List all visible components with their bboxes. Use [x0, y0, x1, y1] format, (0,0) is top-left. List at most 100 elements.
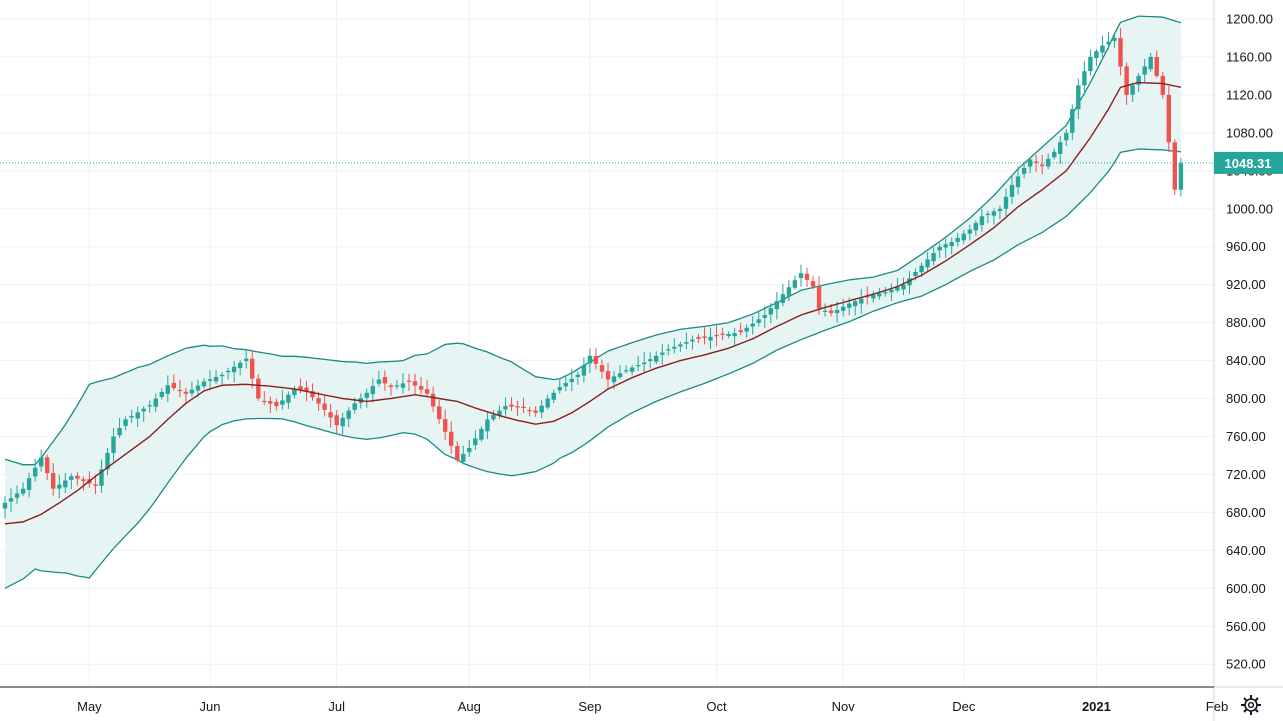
candle[interactable] [2, 496, 8, 519]
candle[interactable] [599, 359, 605, 379]
candle[interactable] [219, 372, 225, 386]
candle[interactable] [117, 418, 122, 439]
candle[interactable] [563, 376, 568, 392]
candle[interactable] [69, 473, 74, 490]
candle[interactable] [635, 356, 641, 372]
candle[interactable] [93, 474, 98, 495]
candle[interactable] [1046, 153, 1051, 170]
candle[interactable] [467, 439, 472, 457]
candlesticks[interactable] [2, 28, 1184, 519]
candle[interactable] [533, 406, 538, 417]
candle[interactable] [1118, 28, 1123, 76]
candle[interactable] [792, 275, 798, 290]
candle[interactable] [841, 298, 846, 317]
candle[interactable] [177, 379, 183, 398]
candle[interactable] [1009, 174, 1015, 205]
candle[interactable] [334, 410, 339, 434]
candle[interactable] [201, 378, 207, 389]
candle[interactable] [762, 305, 767, 328]
candle[interactable] [617, 365, 623, 380]
candle[interactable] [1003, 188, 1009, 217]
candle[interactable] [593, 348, 599, 370]
candle[interactable] [702, 326, 707, 345]
candle[interactable] [521, 397, 526, 413]
candle[interactable] [250, 349, 255, 389]
candle[interactable] [51, 462, 56, 496]
candle[interactable] [816, 276, 822, 315]
candle[interactable] [328, 403, 333, 428]
candle[interactable] [1052, 148, 1057, 160]
candle[interactable] [129, 409, 134, 424]
candle[interactable] [8, 488, 14, 512]
candle[interactable] [63, 473, 68, 494]
candle[interactable] [937, 243, 942, 259]
candle[interactable] [111, 427, 116, 462]
candle[interactable] [346, 406, 351, 428]
candle[interactable] [744, 324, 749, 338]
candle[interactable] [581, 357, 587, 383]
candle[interactable] [1148, 52, 1153, 72]
candle[interactable] [726, 331, 731, 339]
candle[interactable] [738, 322, 743, 336]
candle[interactable] [183, 387, 189, 404]
candle[interactable] [461, 445, 466, 465]
candle[interactable] [213, 369, 219, 384]
candle[interactable] [883, 286, 888, 297]
candle[interactable] [364, 388, 369, 408]
candle[interactable] [859, 288, 864, 314]
candle[interactable] [424, 379, 430, 397]
candle[interactable] [889, 283, 894, 302]
candle[interactable] [135, 406, 140, 428]
candle[interactable] [292, 385, 297, 399]
candle[interactable] [756, 310, 761, 327]
candle[interactable] [587, 348, 593, 373]
candle[interactable] [479, 426, 484, 442]
candle[interactable] [406, 373, 412, 391]
candle[interactable] [871, 291, 876, 303]
candle[interactable] [1076, 78, 1081, 119]
candle[interactable] [696, 333, 701, 344]
candle[interactable] [1112, 34, 1117, 48]
candle[interactable] [798, 264, 804, 287]
candle[interactable] [123, 416, 128, 431]
candle[interactable] [967, 224, 972, 241]
candle[interactable] [678, 341, 683, 352]
candle[interactable] [768, 303, 773, 324]
candle[interactable] [382, 370, 388, 391]
y-axis-labels[interactable]: 520.00 560.00 600.00 640.00 680.00 720.00 760.… [1226, 12, 1273, 672]
candle[interactable] [1033, 154, 1039, 173]
candle[interactable] [684, 332, 689, 350]
candle[interactable] [322, 395, 327, 417]
candle[interactable] [515, 400, 520, 416]
candle[interactable] [207, 370, 213, 391]
candle[interactable] [714, 325, 719, 347]
candle[interactable] [708, 327, 713, 350]
candle[interactable] [1106, 31, 1111, 50]
candle[interactable] [238, 360, 243, 376]
candle[interactable] [949, 237, 954, 255]
candle[interactable] [388, 383, 394, 396]
candle[interactable] [141, 406, 146, 422]
candle[interactable] [455, 441, 460, 463]
candle[interactable] [286, 391, 291, 409]
candle[interactable] [195, 379, 201, 398]
candle[interactable] [907, 271, 912, 294]
candle[interactable] [430, 386, 436, 412]
candle[interactable] [26, 472, 32, 498]
candle[interactable] [491, 410, 496, 422]
candle[interactable] [1082, 61, 1087, 96]
candle[interactable] [497, 405, 502, 419]
candle[interactable] [437, 399, 442, 424]
candle[interactable] [551, 389, 556, 404]
candle[interactable] [33, 458, 38, 482]
candle[interactable] [57, 474, 62, 499]
candle[interactable] [810, 276, 816, 290]
candle[interactable] [1154, 50, 1159, 78]
candle[interactable] [1172, 139, 1177, 195]
candle[interactable] [623, 365, 629, 374]
candle[interactable] [1040, 154, 1045, 175]
candle[interactable] [545, 394, 550, 410]
candle[interactable] [159, 388, 164, 400]
candle[interactable] [1058, 136, 1063, 164]
candle[interactable] [629, 365, 635, 376]
